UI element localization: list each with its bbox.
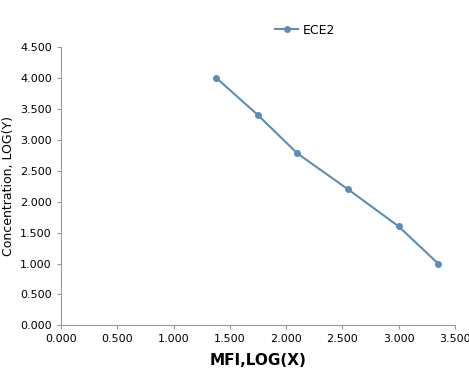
Line: ECE2: ECE2 (213, 75, 441, 266)
ECE2 (295, 151, 300, 156)
ECE2 (255, 113, 261, 118)
ECE2 (345, 187, 351, 192)
ECE2 (396, 224, 401, 229)
Y-axis label: Concentration, LOG(Y): Concentration, LOG(Y) (1, 116, 15, 256)
Legend: ECE2: ECE2 (272, 20, 339, 40)
ECE2 (435, 261, 441, 266)
ECE2 (213, 76, 219, 80)
X-axis label: MFI,LOG(X): MFI,LOG(X) (210, 353, 306, 368)
